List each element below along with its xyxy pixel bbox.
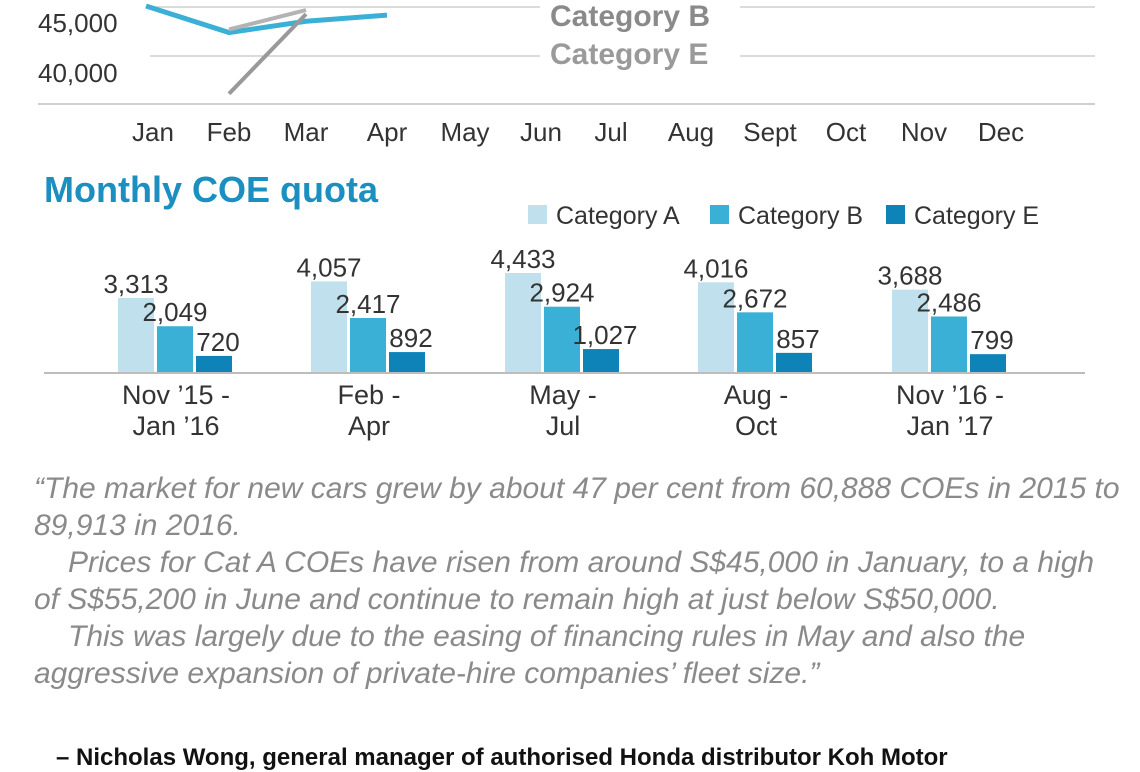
bar-category-b-3 [737, 312, 773, 372]
bar-value-label-category-b-2: 2,924 [529, 278, 594, 308]
bar-value-label-category-a-1: 4,057 [296, 252, 361, 282]
bar-category-label-2-0: May - [529, 380, 597, 410]
legend-label-category-a: Category A [556, 202, 680, 230]
bar-category-label-4-0: Nov ’16 - [896, 380, 1004, 410]
bar-category-label-1-1: Apr [348, 411, 390, 441]
bar-category-a-2 [505, 273, 541, 372]
bar-category-e-0 [196, 355, 232, 372]
x-tick-label-jan: Jan [132, 117, 174, 147]
x-tick-label-aug: Aug [668, 117, 714, 147]
x-tick-label-jul: Jul [594, 117, 627, 147]
legend-swatch-category-a [528, 205, 547, 224]
quote-paragraph-1: “The market for new cars grew by about 4… [34, 472, 1120, 542]
quote-block: “The market for new cars grew by about 4… [34, 470, 1124, 692]
line-series-group [145, 3, 388, 96]
legend-label-category-b: Category B [550, 0, 710, 33]
bar-value-label-category-a-3: 4,016 [683, 253, 748, 283]
bar-category-e-3 [776, 352, 812, 372]
line-series-category-b [145, 3, 388, 36]
bar-legend: Category A Category B Category E [528, 202, 1039, 230]
bar-value-label-category-e-0: 720 [196, 327, 239, 357]
bar-category-label-3-0: Aug - [724, 380, 789, 410]
bar-category-b-0 [157, 326, 193, 372]
bar-category-labels: Nov ’15 -Jan ’16 Feb -Apr May -Jul Aug -Oct… [122, 380, 1004, 441]
bar-value-label-category-b-0: 2,049 [142, 297, 207, 327]
legend-label-category-e: Category E [550, 38, 708, 71]
bar-category-b-1 [350, 318, 386, 372]
bar-chart: Monthly COE quota Category A Category B Ca… [44, 169, 1085, 441]
y-tick-label-40000: 40,000 [38, 58, 118, 88]
quote-paragraph-3: This was largely due to the easing of fi… [34, 620, 1026, 690]
line-series-category-e [227, 12, 308, 96]
quote-attribution: – Nicholas Wong, general manager of auth… [56, 744, 948, 771]
bar-category-e-4 [970, 354, 1006, 372]
bar-category-label-3-1: Oct [735, 411, 778, 441]
bar-category-a-3 [698, 282, 734, 372]
y-tick-label-45000: 45,000 [38, 8, 118, 38]
legend-backdrop [540, 0, 740, 70]
bar-value-label-category-e-1: 892 [389, 323, 432, 353]
chart-canvas: 45,000 40,000 Jan Feb Mar Apr May Jun Jul Aug Se… [38, 0, 1095, 441]
bar-category-label-4-1: Jan ’17 [906, 411, 993, 441]
bar-category-label-0-1: Jan ’16 [132, 411, 219, 441]
legend-label-category-b: Category B [738, 202, 863, 230]
bar-value-label-category-b-4: 2,486 [916, 287, 981, 317]
x-tick-label-may: May [440, 117, 489, 147]
x-tick-label-jun: Jun [520, 117, 562, 147]
legend-label-category-e: Category E [914, 202, 1039, 230]
bar-value-label-category-a-4: 3,688 [877, 261, 942, 291]
bar-category-a-4 [892, 289, 928, 372]
bar-category-a-0 [118, 298, 154, 372]
bar-category-b-2 [544, 306, 580, 372]
x-tick-label-sept: Sept [743, 117, 797, 147]
bar-value-label-category-a-2: 4,433 [490, 244, 555, 274]
x-tick-label-oct: Oct [826, 117, 867, 147]
bar-category-b-4 [931, 316, 967, 372]
line-chart: 45,000 40,000 Jan Feb Mar Apr May Jun Jul Aug Se… [38, 0, 1095, 147]
x-tick-label-dec: Dec [978, 117, 1024, 147]
bar-value-label-category-b-3: 2,672 [722, 283, 787, 313]
x-tick-label-mar: Mar [284, 117, 329, 147]
bar-category-a-1 [311, 281, 347, 372]
x-tick-label-nov: Nov [901, 117, 947, 147]
bar-category-label-0-0: Nov ’15 - [122, 380, 230, 410]
bar-value-label-category-a-0: 3,313 [103, 269, 168, 299]
bar-category-e-2 [583, 349, 619, 372]
quote-paragraph-2: Prices for Cat A COEs have risen from ar… [34, 546, 1095, 616]
line-x-ticks: Jan Feb Mar Apr May Jun Jul Aug Sept Oct Nov Dec [132, 117, 1024, 147]
bar-value-label-category-e-4: 799 [970, 325, 1013, 355]
bar-chart-title: Monthly COE quota [44, 169, 379, 210]
bar-category-label-1-0: Feb - [337, 380, 400, 410]
x-tick-label-apr: Apr [367, 117, 408, 147]
bar-category-e-1 [389, 352, 425, 372]
bar-value-label-category-e-3: 857 [776, 324, 819, 354]
bar-value-label-category-b-1: 2,417 [335, 289, 400, 319]
legend-swatch-category-b [710, 205, 729, 224]
bar-value-label-category-e-2: 1,027 [572, 320, 637, 350]
x-tick-label-feb: Feb [207, 117, 252, 147]
bar-category-label-2-1: Jul [546, 411, 581, 441]
line-series-grey-secondary [228, 8, 307, 32]
legend-swatch-category-e [886, 205, 905, 224]
